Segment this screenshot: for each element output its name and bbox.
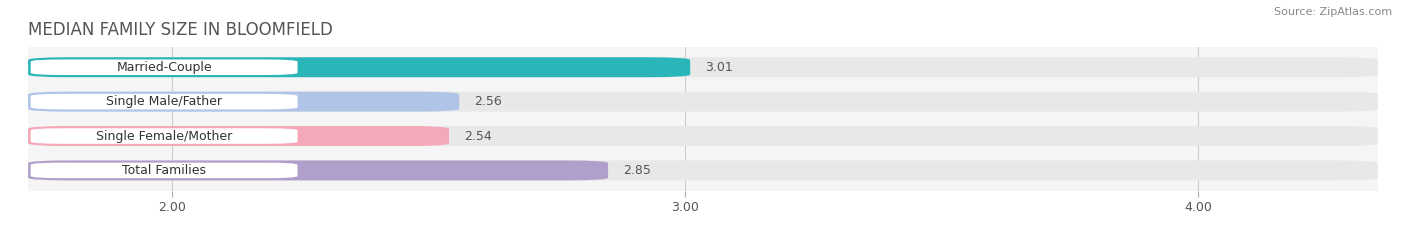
FancyBboxPatch shape bbox=[31, 59, 298, 75]
Text: Single Female/Mother: Single Female/Mother bbox=[96, 130, 232, 143]
Text: Single Male/Father: Single Male/Father bbox=[105, 95, 222, 108]
FancyBboxPatch shape bbox=[28, 92, 1378, 112]
Text: 2.56: 2.56 bbox=[475, 95, 502, 108]
FancyBboxPatch shape bbox=[31, 128, 298, 144]
FancyBboxPatch shape bbox=[28, 57, 690, 77]
FancyBboxPatch shape bbox=[28, 92, 460, 112]
FancyBboxPatch shape bbox=[31, 163, 298, 178]
FancyBboxPatch shape bbox=[28, 126, 1378, 146]
FancyBboxPatch shape bbox=[28, 126, 449, 146]
Text: 2.54: 2.54 bbox=[464, 130, 492, 143]
Text: 3.01: 3.01 bbox=[706, 61, 734, 74]
Text: MEDIAN FAMILY SIZE IN BLOOMFIELD: MEDIAN FAMILY SIZE IN BLOOMFIELD bbox=[28, 21, 333, 39]
Text: 2.85: 2.85 bbox=[623, 164, 651, 177]
FancyBboxPatch shape bbox=[31, 94, 298, 110]
Text: Total Families: Total Families bbox=[122, 164, 207, 177]
FancyBboxPatch shape bbox=[28, 161, 1378, 180]
FancyBboxPatch shape bbox=[28, 161, 607, 180]
FancyBboxPatch shape bbox=[28, 57, 1378, 77]
Text: Married-Couple: Married-Couple bbox=[117, 61, 212, 74]
Text: Source: ZipAtlas.com: Source: ZipAtlas.com bbox=[1274, 7, 1392, 17]
